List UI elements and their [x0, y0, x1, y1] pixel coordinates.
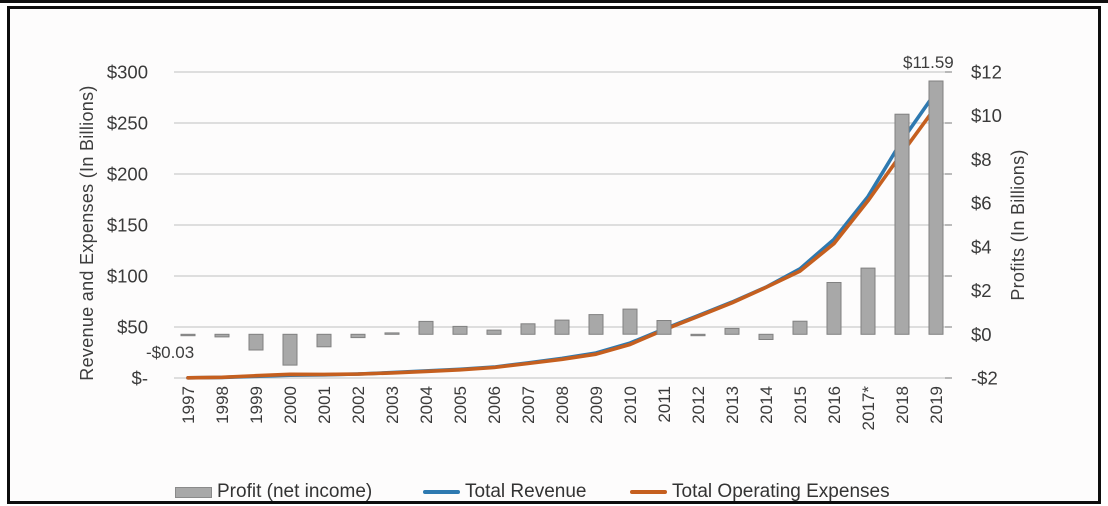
x-axis-label: 2004 — [417, 386, 436, 424]
profit-bar — [656, 320, 672, 335]
x-axis-label: 2003 — [383, 386, 402, 424]
x-axis-label: 2016 — [825, 386, 844, 424]
profit-bar — [724, 327, 740, 335]
profit-bar — [622, 308, 638, 335]
right-axis-tick-label: -$2 — [971, 368, 998, 389]
legend-label-opex: Total Operating Expenses — [672, 481, 890, 502]
x-axis-label: 1997 — [179, 386, 198, 424]
x-axis-label: 2010 — [621, 386, 640, 424]
left-axis-tick-label: $50 — [117, 317, 148, 338]
left-axis-tick-label: $200 — [107, 164, 148, 185]
left-axis-tick-label: $250 — [107, 113, 148, 134]
profit-bar — [588, 314, 604, 335]
profit-bar — [248, 333, 264, 351]
x-axis-label: 1999 — [247, 386, 266, 424]
right-axis-title: Profits (In Billions) — [1008, 149, 1028, 301]
profit-bar — [860, 267, 876, 335]
profit-bar — [826, 282, 842, 335]
x-axis-label: 2019 — [927, 386, 946, 424]
profit-bar — [282, 333, 298, 366]
left-axis-tick-label: $100 — [107, 266, 148, 287]
x-axis-label: 2015 — [791, 386, 810, 424]
profit-bar — [690, 333, 706, 337]
x-axis-label: 1998 — [213, 386, 232, 424]
x-axis-label: 2000 — [281, 386, 300, 424]
profit-bar — [316, 333, 332, 348]
profit-bar — [452, 325, 468, 335]
left-axis-tick-label: $300 — [107, 62, 148, 83]
opex-line-swatch-icon — [630, 490, 667, 494]
left-axis-title: Revenue and Expenses (In Billions) — [77, 85, 97, 381]
data-label-2019-profit: $11.59 — [903, 53, 954, 72]
profit-bar — [214, 333, 230, 338]
right-axis-tick-label: $2 — [971, 280, 992, 301]
profit-bar — [792, 320, 808, 335]
x-axis-label: 2002 — [349, 386, 368, 424]
total-revenue-line — [186, 90, 938, 380]
legend-item-revenue: Total Revenue — [423, 481, 587, 502]
x-axis-label: 2011 — [655, 386, 674, 423]
left-axis-tick-label: $150 — [107, 215, 148, 236]
total-operating-expenses-line — [186, 104, 938, 380]
x-axis-label: 2001 — [315, 386, 334, 424]
profit-bar — [758, 333, 774, 340]
x-axis-label: 2006 — [485, 386, 504, 424]
profit-bar — [928, 80, 944, 335]
profit-bar — [418, 320, 434, 335]
legend: Profit (net income) Total Revenue Total … — [0, 481, 1108, 504]
legend-item-opex: Total Operating Expenses — [630, 481, 890, 502]
x-axis-label: 2013 — [723, 386, 742, 424]
profit-bar — [384, 332, 400, 335]
x-axis-label: 2012 — [689, 386, 708, 424]
right-axis-tick-label: $10 — [971, 105, 1002, 126]
profit-bar — [894, 113, 910, 335]
profit-bar — [350, 333, 366, 339]
x-axis-label: 2005 — [451, 386, 470, 424]
right-axis-tick-label: $0 — [971, 324, 992, 345]
profit-bar — [520, 323, 536, 335]
legend-item-profit: Profit (net income) — [175, 481, 373, 502]
revenue-line-swatch-icon — [423, 490, 460, 494]
legend-label-revenue: Total Revenue — [465, 481, 587, 502]
x-axis-label: 2007 — [519, 386, 538, 424]
left-axis-tick-label: $- — [132, 368, 148, 389]
x-axis-label: 2017* — [859, 386, 878, 431]
x-axis-label: 2014 — [757, 386, 776, 424]
legend-label-profit: Profit (net income) — [217, 481, 373, 502]
profit-bar — [554, 319, 570, 335]
x-axis-label: 2018 — [893, 386, 912, 424]
right-axis-tick-label: $12 — [971, 62, 1002, 83]
x-axis-label: 2008 — [553, 386, 572, 424]
chart-border-frame — [7, 6, 1101, 504]
screenshot-top-edge — [0, 0, 1108, 3]
right-axis-tick-label: $4 — [971, 236, 992, 257]
right-axis-tick-label: $6 — [971, 193, 992, 214]
profit-bar — [486, 329, 502, 335]
x-axis-label: 2009 — [587, 386, 606, 424]
data-label-1997-profit: -$0.03 — [146, 343, 195, 362]
profit-bar-swatch-icon — [175, 486, 212, 498]
right-axis-tick-label: $8 — [971, 149, 992, 170]
profit-bar — [180, 333, 196, 337]
